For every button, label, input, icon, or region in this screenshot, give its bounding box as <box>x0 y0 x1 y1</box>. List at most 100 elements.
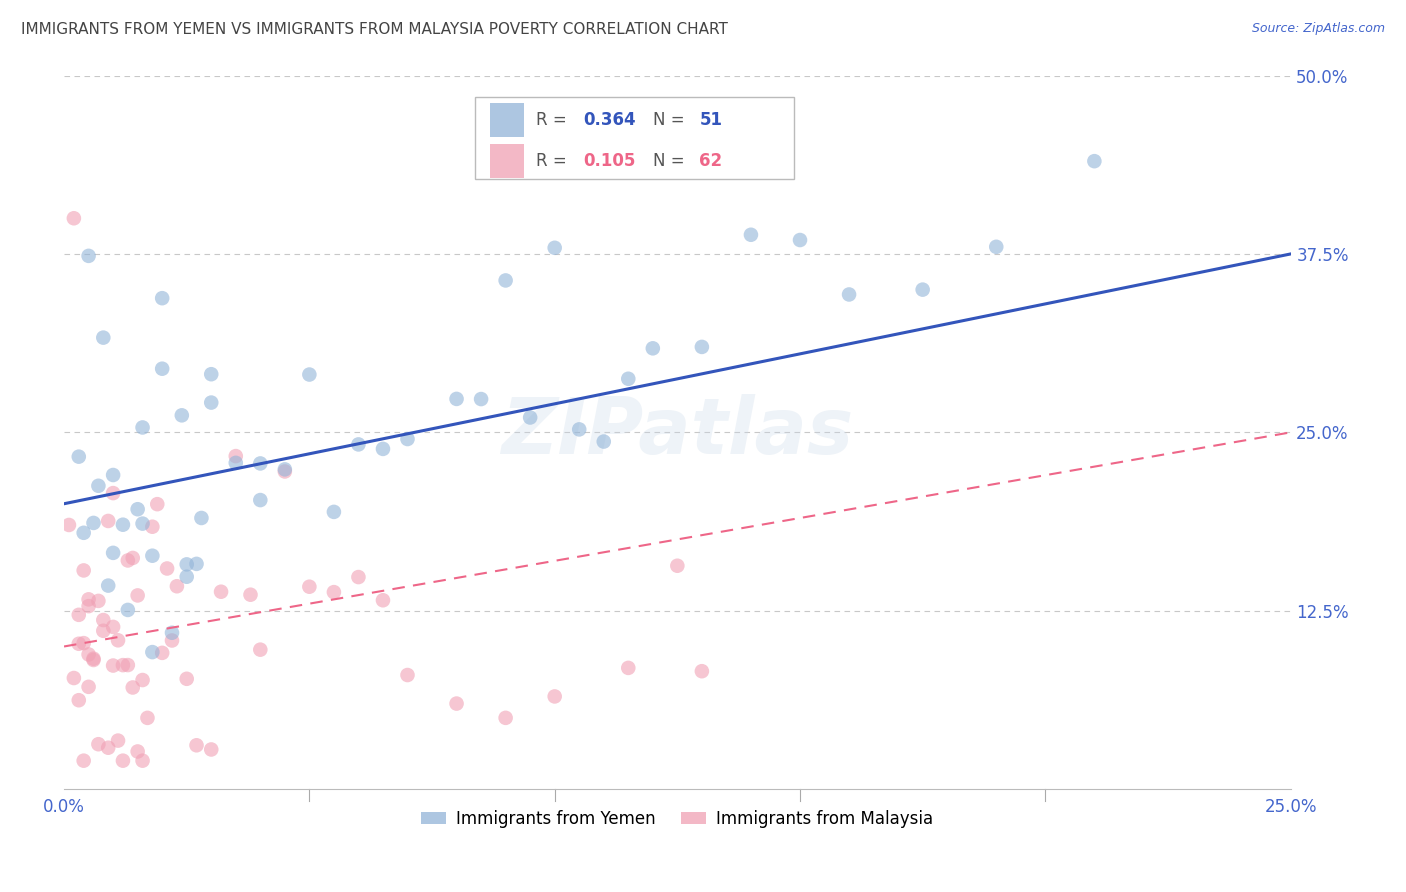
Text: N =: N = <box>652 152 690 170</box>
Point <box>666 558 689 573</box>
Point <box>63 211 86 226</box>
Point <box>986 240 1008 254</box>
Point <box>67 607 90 622</box>
Point <box>82 516 104 530</box>
Point <box>789 233 811 247</box>
Point <box>117 553 139 567</box>
Point <box>77 592 100 607</box>
Text: N =: N = <box>652 111 690 129</box>
Point <box>225 449 247 463</box>
Point <box>225 456 247 470</box>
Point <box>190 511 212 525</box>
Point <box>101 658 124 673</box>
Point <box>82 653 104 667</box>
Point <box>101 620 124 634</box>
Point <box>101 546 124 560</box>
Point <box>127 502 149 516</box>
Point <box>67 450 90 464</box>
Point <box>150 361 173 376</box>
Point <box>67 693 90 707</box>
Text: 62: 62 <box>699 152 723 170</box>
Legend: Immigrants from Yemen, Immigrants from Malaysia: Immigrants from Yemen, Immigrants from M… <box>415 803 939 834</box>
Point <box>371 442 394 456</box>
Point <box>200 395 222 409</box>
Point <box>249 642 271 657</box>
Point <box>150 646 173 660</box>
Text: IMMIGRANTS FROM YEMEN VS IMMIGRANTS FROM MALAYSIA POVERTY CORRELATION CHART: IMMIGRANTS FROM YEMEN VS IMMIGRANTS FROM… <box>21 22 728 37</box>
Point <box>91 331 114 345</box>
Point <box>249 457 271 471</box>
Point <box>91 624 114 638</box>
Point <box>176 558 198 572</box>
Point <box>200 742 222 756</box>
Point <box>209 584 232 599</box>
Point <box>470 392 492 406</box>
Point <box>495 711 517 725</box>
Text: ZIPatlas: ZIPatlas <box>501 394 853 470</box>
Point <box>176 570 198 584</box>
Point <box>371 593 394 607</box>
Point <box>838 287 860 301</box>
Point <box>131 673 153 687</box>
Point <box>641 341 664 355</box>
Point <box>519 410 541 425</box>
Point <box>121 551 143 566</box>
FancyBboxPatch shape <box>489 103 524 137</box>
Point <box>150 291 173 305</box>
Point <box>239 588 262 602</box>
Point <box>58 518 80 533</box>
Point <box>141 549 163 563</box>
Text: 0.364: 0.364 <box>583 111 636 129</box>
Point <box>101 468 124 483</box>
Point <box>73 563 96 577</box>
Point <box>200 368 222 382</box>
Point <box>186 739 208 753</box>
FancyBboxPatch shape <box>475 97 794 179</box>
Point <box>446 697 468 711</box>
Point <box>911 283 934 297</box>
Point <box>82 651 104 665</box>
Point <box>131 754 153 768</box>
Point <box>176 672 198 686</box>
FancyBboxPatch shape <box>489 144 524 178</box>
Point <box>117 603 139 617</box>
Point <box>186 557 208 571</box>
Point <box>63 671 86 685</box>
Point <box>592 434 614 449</box>
Point <box>87 737 110 751</box>
Point <box>298 368 321 382</box>
Text: Source: ZipAtlas.com: Source: ZipAtlas.com <box>1251 22 1385 36</box>
Point <box>495 273 517 287</box>
Point <box>1083 154 1105 169</box>
Point <box>107 633 129 648</box>
Point <box>617 372 640 386</box>
Point <box>97 740 120 755</box>
Point <box>160 633 183 648</box>
Point <box>121 681 143 695</box>
Point <box>544 241 567 255</box>
Point <box>127 589 149 603</box>
Point <box>322 585 344 599</box>
Point <box>77 648 100 662</box>
Point <box>111 754 134 768</box>
Point <box>127 744 149 758</box>
Point <box>131 420 153 434</box>
Point <box>117 658 139 673</box>
Point <box>107 733 129 747</box>
Point <box>77 599 100 614</box>
Point <box>67 637 90 651</box>
Point <box>91 613 114 627</box>
Point <box>170 409 193 423</box>
Point <box>690 340 713 354</box>
Point <box>617 661 640 675</box>
Point <box>446 392 468 406</box>
Point <box>568 422 591 436</box>
Point <box>77 680 100 694</box>
Text: R =: R = <box>536 152 572 170</box>
Point <box>87 594 110 608</box>
Point <box>87 479 110 493</box>
Point <box>146 497 169 511</box>
Point <box>111 517 134 532</box>
Point <box>101 486 124 500</box>
Point <box>160 625 183 640</box>
